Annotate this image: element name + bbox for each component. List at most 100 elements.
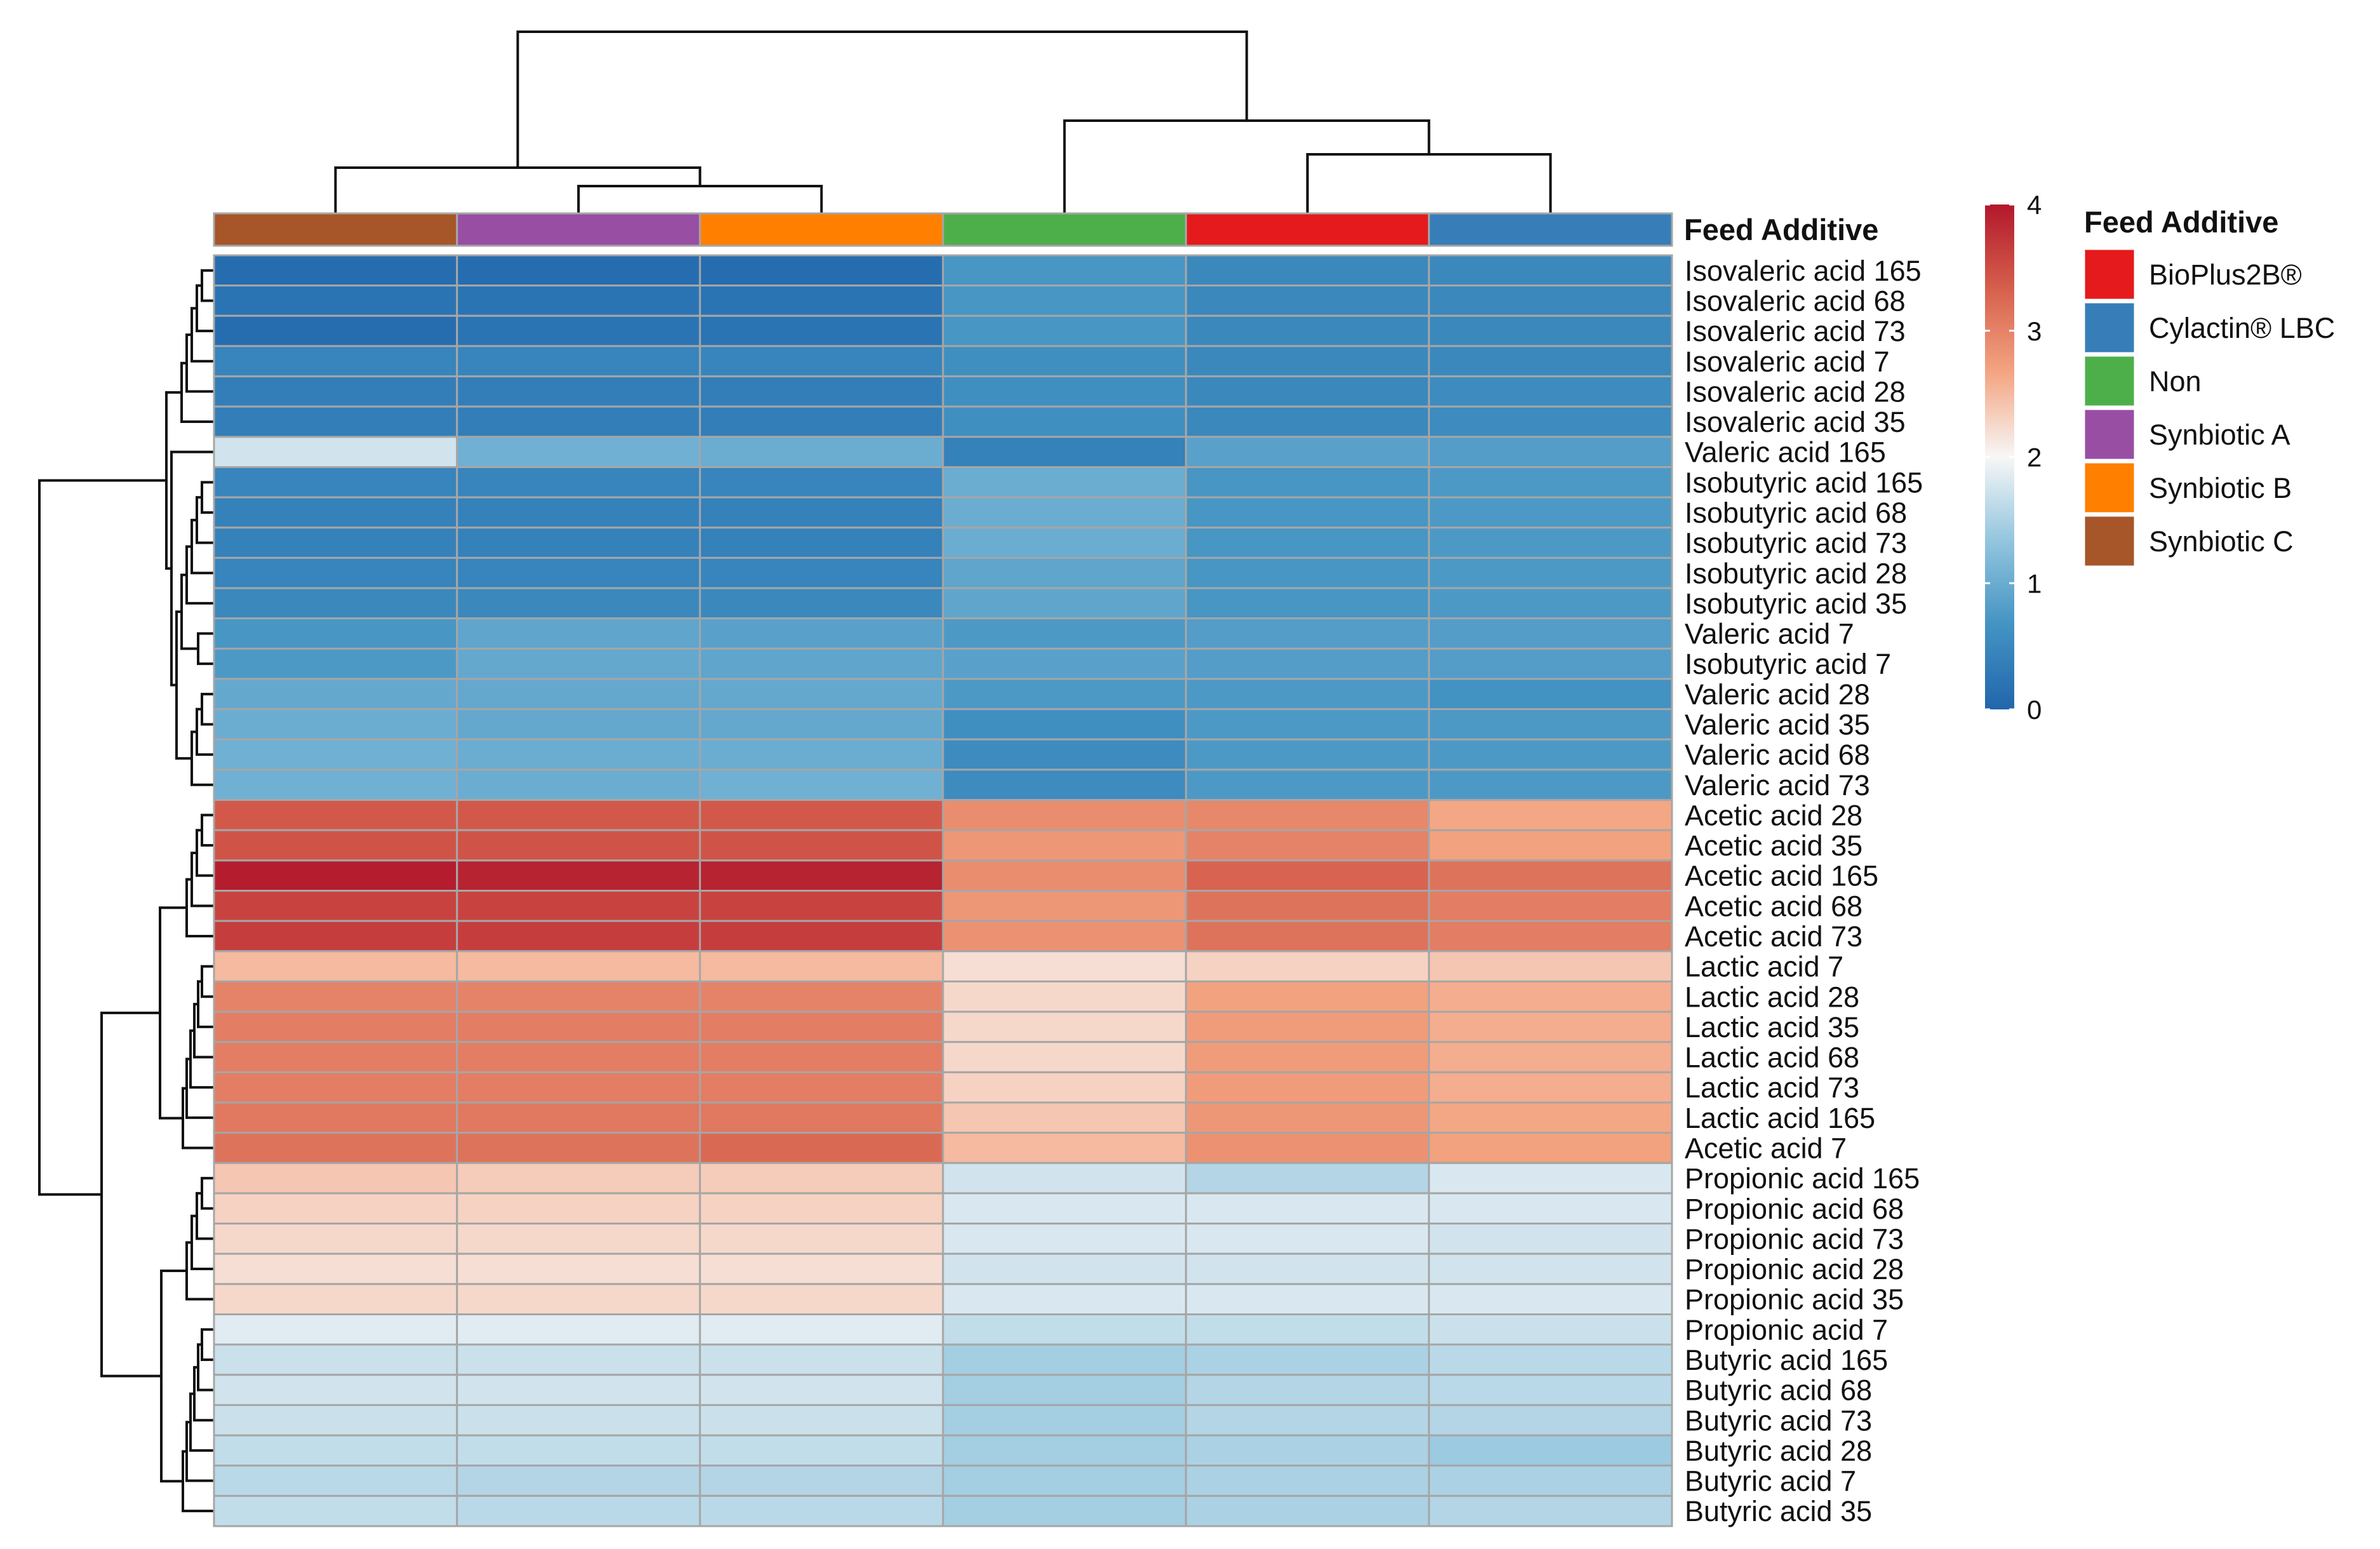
heatmap-cell	[1185, 285, 1430, 317]
heatmap-cell	[456, 1223, 701, 1255]
heatmap-cell	[1185, 1494, 1430, 1527]
heatmap-cell	[942, 436, 1187, 469]
heatmap-cell	[1185, 950, 1430, 982]
row-dendrogram-link	[201, 692, 214, 726]
row-label: Acetic acid 73	[1685, 920, 1862, 953]
row-dendrogram-link	[191, 1214, 214, 1271]
heatmap-cell	[213, 436, 458, 469]
heatmap-cell	[699, 587, 944, 620]
heatmap-cell	[942, 285, 1187, 317]
heatmap-cell	[1427, 1343, 1673, 1376]
heatmap-cell	[1185, 1252, 1430, 1285]
heatmap-cell	[1185, 314, 1430, 347]
heatmap-cell	[699, 1494, 944, 1527]
annotation-bar-label: Feed Additive	[1684, 213, 1878, 246]
row-dendrogram-link	[201, 481, 214, 514]
column-dendrogram	[334, 30, 1552, 213]
row-label: Valeric acid 28	[1685, 678, 1870, 711]
legend-label: Non	[2149, 365, 2202, 398]
heatmap-cell	[456, 1343, 701, 1376]
heatmap-cell	[1185, 1192, 1430, 1225]
heatmap-cell	[699, 1313, 944, 1346]
heatmap-cell	[1185, 1465, 1430, 1497]
heatmap-cell	[942, 1252, 1187, 1285]
heatmap-cell	[213, 587, 458, 620]
heatmap-cell	[942, 1071, 1187, 1104]
heatmap-cell	[699, 375, 944, 408]
legend-swatch	[2083, 408, 2136, 461]
heatmap-cell	[1427, 1010, 1673, 1043]
heatmap-cell	[1185, 708, 1430, 741]
heatmap-cell	[1427, 1313, 1673, 1346]
heatmap-cell	[699, 708, 944, 741]
row-dendrogram-link	[197, 1343, 214, 1391]
heatmap-cell	[942, 829, 1187, 862]
heatmap-cell	[1185, 587, 1430, 620]
row-dendrogram-link	[191, 851, 214, 908]
heatmap-cell	[1185, 1434, 1430, 1467]
column-annotation-cell	[456, 212, 701, 247]
heatmap-cell	[699, 254, 944, 287]
heatmap-cell	[1185, 980, 1430, 1013]
column-dendrogram-link	[516, 30, 1248, 168]
heatmap-cell	[1427, 1283, 1673, 1316]
heatmap-cell	[456, 345, 701, 378]
column-annotation-cell	[942, 212, 1187, 247]
heatmap-cell	[213, 738, 458, 771]
heatmap-cell	[456, 950, 701, 982]
heatmap-cell	[942, 1192, 1187, 1225]
heatmap-cell	[699, 920, 944, 953]
heatmap-cell	[699, 1223, 944, 1255]
heatmap-cell	[1427, 1374, 1673, 1406]
heatmap-cell	[1427, 890, 1673, 922]
row-dendrogram-link	[196, 829, 214, 877]
heatmap-cell	[213, 647, 458, 680]
heatmap-cell	[942, 738, 1187, 771]
row-label: Propionic acid 165	[1685, 1162, 1920, 1195]
heatmap-cell	[456, 1313, 701, 1346]
heatmap-cell	[456, 526, 701, 559]
heatmap-cell	[942, 314, 1187, 347]
heatmap-cell	[213, 375, 458, 408]
row-dendrogram-link	[196, 496, 214, 544]
heatmap-cell	[456, 678, 701, 711]
heatmap-cell	[1185, 556, 1430, 589]
heatmap-cell	[213, 950, 458, 982]
heatmap-cell	[699, 1343, 944, 1376]
heatmap-cell	[1427, 314, 1673, 347]
heatmap-cell	[1427, 738, 1673, 771]
heatmap-cell	[1185, 405, 1430, 438]
heatmap-cell	[1427, 556, 1673, 589]
heatmap-cell	[213, 405, 458, 438]
heatmap-cell	[1427, 1041, 1673, 1073]
color-scale-tick-label: 3	[2027, 316, 2042, 346]
heatmap-cell	[456, 980, 701, 1013]
heatmap-cell	[456, 617, 701, 650]
heatmap-cell	[213, 1071, 458, 1104]
heatmap-cell	[1427, 1494, 1673, 1527]
heatmap-cell	[213, 466, 458, 499]
heatmap-cell	[213, 678, 458, 711]
heatmap-cell	[213, 1343, 458, 1376]
heatmap-cell	[1185, 920, 1430, 953]
heatmap-cell	[1185, 1343, 1430, 1376]
heatmap-cell	[456, 1283, 701, 1316]
row-dendrogram-link	[197, 632, 214, 666]
heatmap-cell	[1185, 436, 1430, 469]
heatmap-cell	[942, 1343, 1187, 1376]
heatmap-cell	[1427, 950, 1673, 982]
row-dendrogram-link	[201, 965, 214, 998]
heatmap-cell	[213, 859, 458, 892]
row-dendrogram-link	[175, 610, 192, 760]
row-label: Butyric acid 35	[1685, 1495, 1872, 1527]
heatmap-cell	[1427, 1101, 1673, 1134]
heatmap-cell	[456, 496, 701, 529]
heatmap-cell	[1427, 285, 1673, 317]
heatmap-cell	[213, 254, 458, 287]
row-label: Propionic acid 35	[1685, 1284, 1904, 1316]
heatmap-cell	[699, 617, 944, 650]
row-label: Valeric acid 7	[1685, 618, 1854, 650]
row-label: Butyric acid 165	[1685, 1344, 1888, 1376]
heatmap-cell	[213, 1283, 458, 1316]
